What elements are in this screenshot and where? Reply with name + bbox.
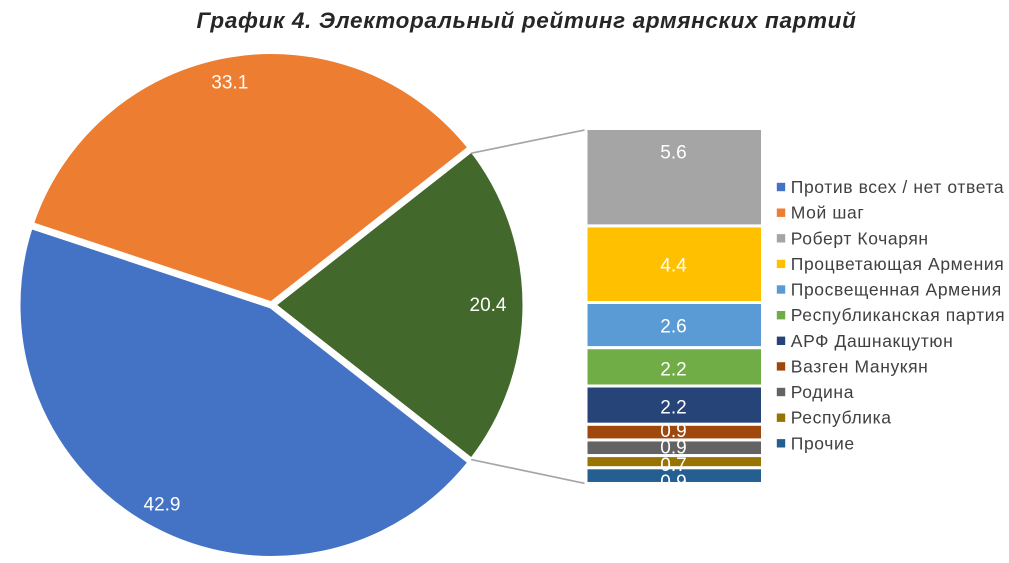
svg-text:Мой шаг: Мой шаг: [791, 203, 865, 223]
svg-text:Республиканская партия: Республиканская партия: [791, 305, 1005, 325]
svg-text:Роберт Кочарян: Роберт Кочарян: [791, 228, 929, 248]
svg-text:33.1: 33.1: [211, 73, 248, 94]
svg-text:42.9: 42.9: [144, 495, 181, 516]
svg-text:0.9: 0.9: [660, 472, 686, 493]
svg-text:2.2: 2.2: [660, 360, 686, 381]
svg-text:Процветающая Армения: Процветающая Армения: [791, 254, 1005, 274]
svg-text:2.6: 2.6: [660, 317, 686, 338]
svg-text:4.4: 4.4: [660, 256, 687, 277]
svg-text:5.6: 5.6: [660, 143, 686, 164]
svg-text:20.4: 20.4: [470, 295, 507, 316]
svg-text:Вазген Манукян: Вазген Манукян: [791, 356, 929, 376]
svg-text:Против всех / нет ответа: Против всех / нет ответа: [791, 177, 1004, 197]
svg-text:АРФ Дашнакцутюн: АРФ Дашнакцутюн: [791, 331, 954, 351]
svg-text:Прочие: Прочие: [791, 433, 855, 453]
svg-text:0.7: 0.7: [660, 455, 686, 476]
svg-text:Родина: Родина: [791, 382, 854, 402]
svg-text:2.2: 2.2: [660, 398, 686, 419]
svg-text:0.9: 0.9: [660, 438, 686, 459]
svg-text:Просвещенная Армения: Просвещенная Армения: [791, 280, 1002, 300]
svg-text:Республика: Республика: [791, 408, 892, 428]
svg-text:График 4. Электоральный рейтин: График 4. Электоральный рейтинг армянски…: [197, 8, 857, 33]
svg-text:0.9: 0.9: [660, 421, 686, 442]
